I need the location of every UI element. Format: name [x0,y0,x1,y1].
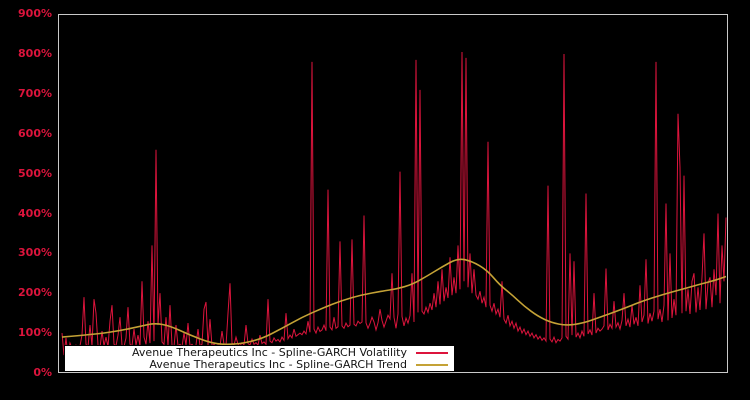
y-axis-tick-label: 700% [18,86,52,100]
y-axis-tick-label: 300% [18,246,52,260]
legend-volatility-line-sample [416,351,448,354]
y-axis-tick-label: 500% [18,166,52,180]
legend-item: Avenue Therapeutics Inc - Spline-GARCH V… [69,346,448,359]
legend: Avenue Therapeutics Inc - Spline-GARCH V… [64,345,455,372]
y-axis-tick-label: 800% [18,47,52,60]
plot-area [58,14,728,373]
volatility-line [61,51,727,358]
trend-line [61,258,727,346]
y-axis-tick-label: 600% [18,126,52,140]
y-axis-tick-label: 400% [18,206,52,220]
y-axis-tick-label: 200% [18,286,52,300]
legend-trend-line-sample [416,363,448,366]
y-axis-tick-label: 0% [33,366,52,379]
legend-label: Avenue Therapeutics Inc - Spline-GARCH T… [149,358,407,371]
y-axis-tick-label: 900% [18,7,52,21]
legend-item: Avenue Therapeutics Inc - Spline-GARCH T… [69,358,448,371]
plot-svg [61,51,727,358]
legend-label: Avenue Therapeutics Inc - Spline-GARCH V… [132,346,407,359]
y-axis-tick-label: 100% [18,326,52,340]
